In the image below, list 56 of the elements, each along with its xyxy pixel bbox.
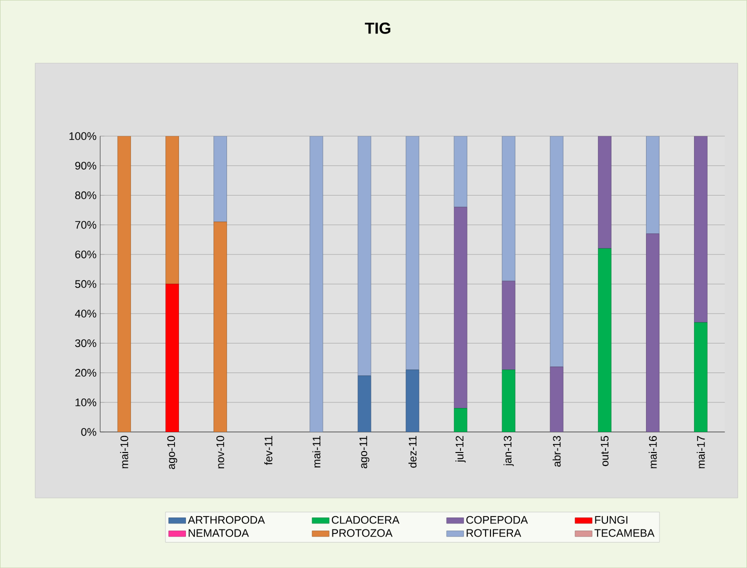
- bar: [358, 136, 372, 376]
- y-tick-label: 20%: [75, 368, 96, 377]
- bar: [550, 366, 564, 432]
- bar: [406, 370, 420, 432]
- x-tick-label: nov-10: [216, 436, 224, 468]
- y-tick-label: 100%: [69, 132, 96, 140]
- y-tick-label: 50%: [75, 280, 96, 288]
- bar: [214, 222, 227, 432]
- y-tick-label: 60%: [75, 250, 96, 258]
- bar: [694, 322, 708, 432]
- bar: [646, 234, 660, 432]
- bar: [598, 136, 612, 249]
- y-tick-label: 30%: [75, 339, 96, 348]
- legend-label: CLADOCERA: [332, 516, 400, 524]
- bar: [358, 376, 372, 432]
- y-tick-label: 90%: [75, 162, 96, 170]
- bar: [694, 136, 708, 323]
- x-tick-label: jul-12: [455, 436, 466, 462]
- x-tick-label: ago-10: [167, 436, 178, 470]
- legend-label: COPEPODA: [466, 516, 528, 524]
- bar: [117, 136, 131, 432]
- x-tick-label: mai-17: [696, 436, 705, 468]
- x-tick-label: mai-10: [120, 436, 128, 468]
- bar: [454, 408, 468, 432]
- legend-label: TECAMEBA: [594, 529, 654, 537]
- bar: [598, 248, 612, 432]
- y-tick-label: 40%: [74, 310, 96, 318]
- x-tick-label: mai-11: [312, 436, 320, 468]
- x-tick-label: dez-11: [408, 436, 417, 468]
- x-tick-label: out-15: [600, 436, 609, 466]
- x-tick-label: ago-11: [360, 436, 370, 468]
- legend-label: FUNGI: [595, 516, 628, 524]
- bar: [502, 370, 516, 432]
- bar: [646, 136, 660, 234]
- legend-label: NEMATODA: [188, 529, 249, 537]
- y-tick-label: 0%: [81, 428, 96, 436]
- y-tick-label: 70%: [75, 220, 96, 229]
- x-tick-label: jan-13: [503, 436, 514, 466]
- bar: [166, 136, 179, 284]
- bar: [406, 136, 420, 370]
- legend-label: ARTHROPODA: [188, 516, 265, 524]
- legend-label: ROTIFERA: [466, 529, 522, 537]
- bar: [454, 136, 468, 208]
- chart-title: TIG: [364, 22, 390, 34]
- y-tick-label: 10%: [76, 398, 96, 406]
- bar: [214, 136, 227, 222]
- bar: [502, 280, 516, 370]
- bar: [550, 136, 564, 368]
- bar: [502, 136, 516, 282]
- x-tick-label: abr-13: [552, 436, 561, 467]
- bar: [454, 206, 468, 408]
- legend-label: PROTOZOA: [332, 529, 393, 537]
- bar: [310, 136, 324, 432]
- x-tick-label: fev-11: [264, 436, 272, 465]
- x-tick-label: mai-16: [648, 436, 657, 468]
- y-tick-label: 80%: [75, 191, 96, 200]
